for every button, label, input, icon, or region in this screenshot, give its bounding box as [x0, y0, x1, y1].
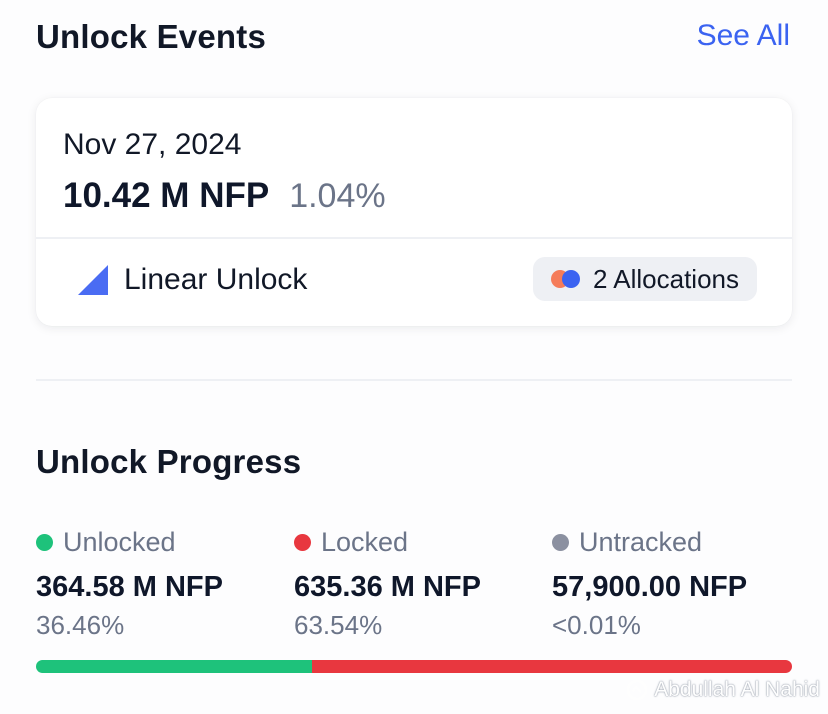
unlock-event-card[interactable]: Nov 27, 2024 10.42 M NFP 1.04% Linear Un… [36, 98, 792, 326]
allocations-button[interactable]: 2 Allocations [533, 257, 757, 301]
unlocked-dot-icon [36, 533, 53, 551]
untracked-dot-icon [552, 533, 569, 551]
locked-label: Locked [321, 526, 409, 557]
locked-percent: 63.54% [294, 610, 383, 640]
progress-locked-segment [311, 660, 792, 673]
event-percent: 1.04% [289, 177, 386, 215]
watermark: Abdullah Al Nahid [626, 678, 820, 702]
see-all-link[interactable]: See All [696, 19, 790, 52]
locked-dot-icon [294, 533, 311, 551]
unlocked-value: 364.58 M NFP [36, 571, 223, 603]
unlock-type: Linear Unlock [78, 263, 307, 297]
linear-unlock-icon [78, 265, 108, 295]
stat-untracked: Untracked 57,900.00 NFP <0.01% [552, 525, 747, 641]
event-date: Nov 27, 2024 [63, 128, 242, 161]
event-amount-row: 10.42 M NFP 1.04% [63, 176, 386, 216]
watermark-text: Abdullah Al Nahid [654, 678, 820, 701]
section-divider [36, 379, 792, 381]
unlock-type-label: Linear Unlock [124, 263, 308, 296]
progress-unlocked-segment [36, 660, 312, 673]
unlock-progress-bar [36, 660, 792, 673]
unlock-events-title: Unlock Events [36, 18, 267, 55]
unlocked-label: Unlocked [63, 526, 176, 557]
stat-locked: Locked 635.36 M NFP 63.54% [294, 525, 481, 641]
allocation-dot [562, 270, 581, 288]
watermark-logo-icon [627, 680, 648, 700]
stat-unlocked: Unlocked 364.58 M NFP 36.46% [36, 525, 223, 641]
allocations-label: 2 Allocations [593, 263, 739, 294]
event-amount: 10.42 M NFP [63, 176, 270, 215]
untracked-percent: <0.01% [552, 610, 641, 640]
locked-value: 635.36 M NFP [294, 571, 481, 603]
unlocked-percent: 36.46% [36, 610, 125, 640]
allocation-dots-icon [551, 270, 581, 288]
unlock-progress-title: Unlock Progress [36, 443, 302, 480]
card-divider [36, 237, 792, 239]
untracked-label: Untracked [579, 526, 703, 557]
untracked-value: 57,900.00 NFP [552, 571, 748, 603]
